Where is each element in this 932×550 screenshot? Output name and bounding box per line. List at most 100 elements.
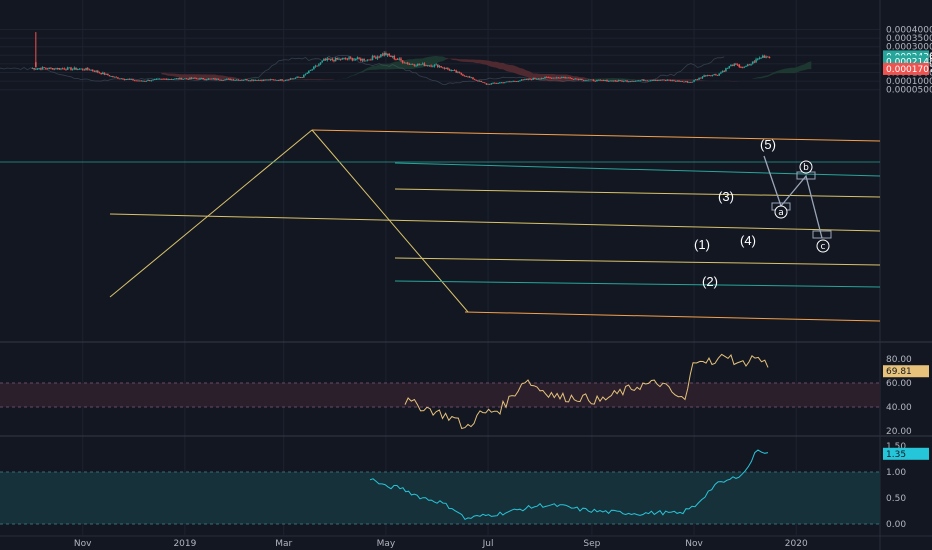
price-badge-text: 69.81	[886, 367, 912, 377]
candle-body	[133, 80, 136, 82]
candle-body	[71, 69, 74, 70]
candle-body	[294, 77, 297, 79]
candle-body	[716, 75, 719, 76]
candle-body	[160, 78, 163, 80]
candle-body	[291, 78, 293, 80]
candle-body	[254, 80, 257, 81]
candle-body	[726, 68, 729, 69]
candle-body	[597, 79, 600, 81]
candle-body	[612, 80, 615, 82]
candle-body	[390, 55, 392, 57]
candle-body	[656, 80, 659, 81]
candle-body	[740, 67, 742, 68]
candle-body	[395, 59, 397, 60]
candle-body	[368, 59, 370, 61]
candle-body	[316, 65, 319, 67]
candle-body	[750, 63, 752, 65]
candle-body	[477, 80, 479, 82]
candle-body	[421, 63, 424, 65]
candle-body	[589, 79, 592, 81]
candle-body	[458, 71, 461, 73]
candle-body	[698, 77, 700, 80]
candle-body	[158, 78, 161, 80]
candle-body	[586, 79, 588, 81]
candle-body	[35, 62, 37, 68]
candle-body	[172, 79, 174, 80]
candle-body	[107, 73, 109, 76]
candle-body	[425, 65, 427, 67]
cloud-bullish	[737, 61, 812, 82]
candle-body	[246, 79, 248, 81]
x-tick-label: 2020	[785, 539, 808, 549]
candle-body	[376, 56, 379, 59]
candle-body	[592, 79, 595, 81]
candle-body	[666, 79, 669, 81]
candle-body	[418, 63, 421, 65]
candle-body	[706, 75, 709, 77]
candle-body	[68, 67, 71, 69]
candle-body	[746, 64, 749, 67]
candle-body	[88, 69, 91, 71]
candle-body	[272, 79, 275, 81]
candle-body	[147, 80, 149, 81]
candle-body	[237, 79, 240, 81]
candle-body	[105, 73, 107, 75]
price-badge-bg	[883, 447, 929, 460]
price-badge: 0.0001707	[883, 62, 932, 75]
candle-body	[63, 68, 66, 70]
candle-body	[192, 77, 195, 79]
correction-circle	[816, 239, 830, 253]
candle-body	[405, 62, 407, 64]
wave-label: (4)	[740, 233, 756, 248]
candle-body	[169, 79, 171, 80]
candle-body	[224, 79, 226, 81]
candle-body	[90, 69, 92, 71]
candle-body	[282, 80, 285, 82]
candle-body	[232, 79, 235, 81]
wave-labels: (1) (2) (3) (4) (5) a b c	[694, 137, 830, 289]
candle-body	[80, 68, 82, 70]
candle-body	[227, 78, 230, 80]
candle-body	[577, 78, 580, 80]
wave-label: (1)	[694, 237, 710, 252]
candle-body	[510, 81, 513, 83]
candle-body	[629, 81, 632, 83]
correction-circle	[799, 160, 813, 174]
candles	[31, 32, 771, 85]
candle-body	[380, 54, 382, 57]
candle-body	[358, 57, 360, 59]
candle-body	[758, 57, 761, 60]
candle-body	[117, 77, 119, 79]
candle-body	[61, 68, 64, 70]
fib-line	[394, 162, 881, 177]
candle-body	[435, 64, 437, 66]
x-tick-label: Mar	[275, 539, 292, 549]
candle-body	[621, 80, 623, 82]
candle-body	[81, 68, 84, 70]
candle-body	[286, 79, 288, 81]
candle-body	[478, 80, 481, 82]
candle-body	[86, 68, 89, 70]
candle-body	[470, 77, 473, 79]
candle-body	[761, 55, 764, 58]
candle-body	[413, 64, 416, 66]
candle-body	[257, 80, 260, 81]
indicator-value-badge: 1.35	[883, 447, 929, 460]
candle-body	[426, 65, 429, 66]
candle-body	[60, 68, 62, 70]
candle-body	[209, 78, 211, 80]
candle-body	[763, 55, 766, 58]
candle-body	[751, 61, 754, 64]
candle-body	[632, 81, 635, 82]
candle-body	[502, 82, 504, 84]
trend-lines	[0, 129, 881, 322]
price-badge-text: 0.0001707	[886, 65, 932, 75]
candle-body	[557, 77, 560, 79]
candle-body	[264, 79, 267, 81]
candle-body	[453, 70, 456, 72]
candle-body	[95, 70, 97, 72]
candle-body	[142, 80, 144, 82]
candle-body	[351, 58, 354, 61]
